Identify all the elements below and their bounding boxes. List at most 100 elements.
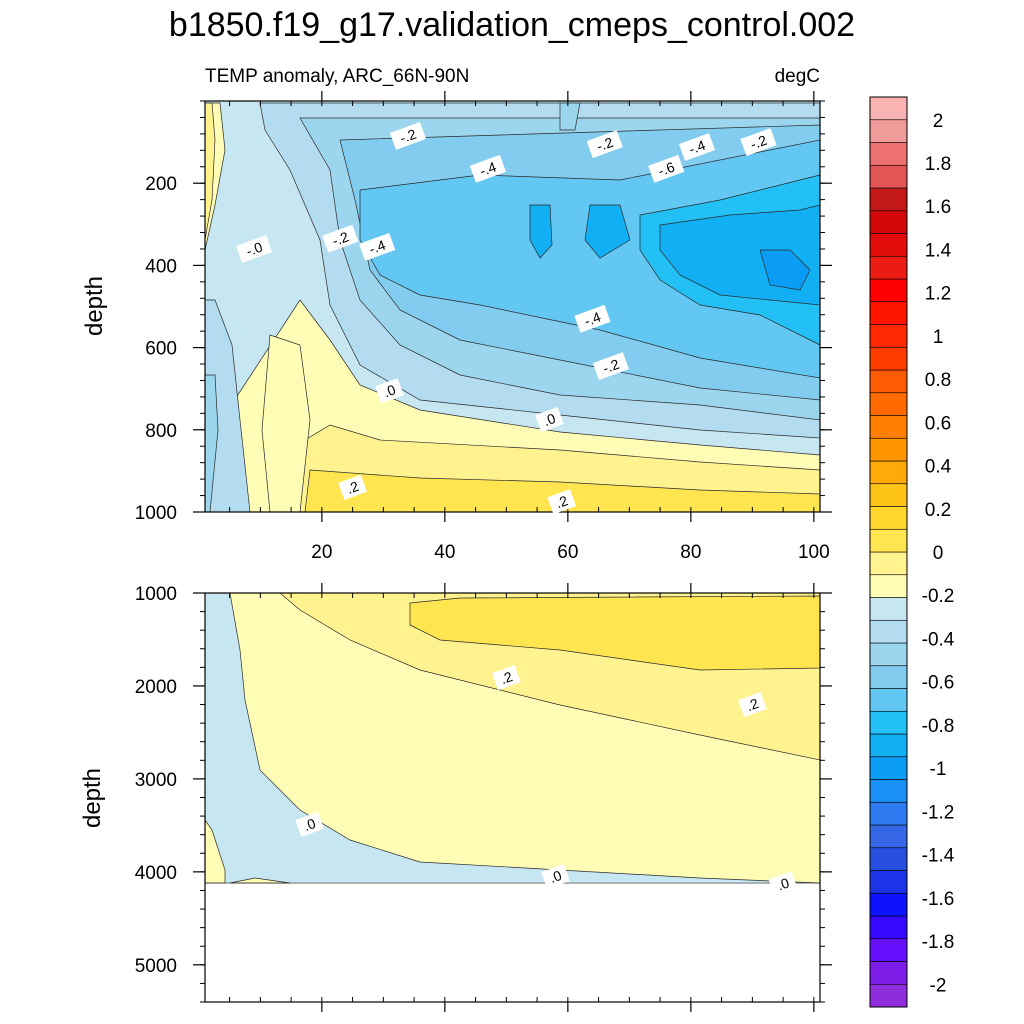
colorbar-box	[869, 278, 908, 303]
contour-region	[409, 595, 821, 671]
colorbar-box	[869, 528, 908, 553]
contour-label-text: .2	[744, 695, 761, 714]
contour-label: .2	[491, 665, 521, 691]
colorbar-box	[869, 210, 908, 234]
contour-label-box	[236, 235, 273, 263]
colorbar-box	[869, 187, 908, 212]
contour-label: .0	[768, 871, 798, 897]
colorbar-box	[869, 96, 908, 121]
colorbar-label: 0.4	[925, 457, 952, 478]
contour-label-text: .0	[381, 381, 398, 400]
contour-region	[759, 249, 811, 291]
y-tick-label: 5000	[135, 956, 177, 977]
contour-label-text: .2	[498, 668, 515, 687]
contour-label: -.2	[592, 352, 630, 381]
contour-label-text: -.0	[244, 239, 265, 260]
colorbar-box	[869, 961, 908, 985]
y-tick-label: 1000	[135, 584, 177, 605]
lower-ylabel: depth	[79, 768, 106, 828]
colorbar-box	[869, 619, 908, 644]
colorbar-frame	[869, 96, 908, 1008]
contour-label: -.4	[469, 154, 507, 183]
contour-label: -.2	[740, 128, 777, 157]
contour-label-text: -.2	[330, 228, 351, 249]
colorbar-label: -2	[930, 975, 947, 996]
contour-label-box	[740, 128, 777, 157]
contour-label-box	[295, 811, 324, 838]
x-tick-label: 60	[557, 542, 578, 563]
colorbar-box	[869, 551, 908, 576]
colorbar-label: 1	[933, 327, 944, 348]
colorbar-box	[869, 233, 908, 257]
colorbar-box	[869, 688, 908, 712]
contour-label: .2	[547, 489, 577, 515]
upper-frame	[204, 100, 821, 513]
contour-label: -.2	[389, 122, 427, 150]
contour-label-text: -.2	[600, 356, 621, 377]
y-tick-label: 2000	[135, 677, 177, 698]
colorbar-box	[869, 324, 908, 348]
x-tick-label: 80	[680, 542, 701, 563]
colorbar-box	[869, 892, 908, 917]
contour-label: -.6	[648, 154, 685, 183]
contour-label-box	[491, 665, 521, 691]
y-tick-label: 600	[145, 339, 177, 360]
contour-label-text: .0	[301, 815, 318, 834]
contour-label: .2	[338, 474, 367, 500]
colorbar-box	[869, 642, 908, 667]
colorbar-box	[869, 938, 908, 962]
colorbar-box	[869, 847, 908, 871]
contour-label-text: -.2	[398, 126, 419, 147]
contour-label-text: -.2	[748, 132, 769, 153]
colorbar-box	[869, 824, 908, 849]
x-tick-label: 40	[434, 542, 455, 563]
contour-label-box	[469, 154, 507, 183]
contour-region	[359, 139, 821, 379]
chart-title: b1850.f19_g17.validation_cmeps_control.0…	[169, 6, 855, 44]
contour-region	[529, 204, 553, 259]
contour-label: -.4	[678, 133, 716, 161]
colorbar-box	[869, 983, 908, 1008]
contour-label: .0	[295, 811, 324, 838]
colorbar-box	[869, 574, 908, 598]
colorbar-label: 1.4	[925, 240, 952, 261]
contour-label-box	[535, 406, 564, 433]
colorbar: -2 -1.8 -1.6 -1.4 -1.2 -1 -0.8 -0.6 -0.4 -0.2 0 0.2…	[869, 96, 955, 1008]
contour-label: .0	[535, 406, 564, 433]
contour-label-box	[592, 352, 630, 381]
contour-label-box	[586, 130, 623, 159]
colorbar-box	[869, 915, 908, 940]
colorbar-label: 1.2	[925, 284, 951, 305]
contour-label-text: -.4	[367, 237, 388, 258]
colorbar-box	[869, 665, 908, 689]
colorbar-box	[869, 756, 908, 780]
contour-label-box	[768, 871, 798, 897]
colorbar-box	[869, 506, 908, 530]
colorbar-label: -1.8	[922, 932, 955, 953]
contour-label-box	[547, 489, 577, 515]
contour-label: -.2	[322, 224, 359, 253]
colorbar-label: 0.6	[925, 413, 951, 434]
x-tick-label: 20	[311, 542, 332, 563]
colorbar-label: 0.8	[925, 370, 951, 391]
colorbar-label: 1.6	[925, 197, 951, 218]
contour-label-text: .0	[541, 410, 558, 429]
colorbar-label: -0.8	[922, 716, 955, 737]
upper-ylabel: depth	[81, 276, 108, 336]
contour-label-box	[338, 474, 367, 500]
y-tick-label: 3000	[135, 770, 177, 791]
colorbar-box	[869, 301, 908, 325]
colorbar-box	[869, 870, 908, 894]
colorbar-box	[869, 369, 908, 394]
colorbar-box	[869, 779, 908, 803]
colorbar-box	[869, 710, 908, 735]
contour-label: .2	[737, 691, 767, 718]
contour-label-text: .2	[553, 492, 570, 511]
contour-label-box	[648, 154, 685, 183]
y-tick-label: 200	[145, 174, 177, 195]
colorbar-box	[869, 119, 908, 143]
y-tick-label: 1000	[135, 503, 177, 524]
contour-label: -.0	[236, 235, 273, 263]
